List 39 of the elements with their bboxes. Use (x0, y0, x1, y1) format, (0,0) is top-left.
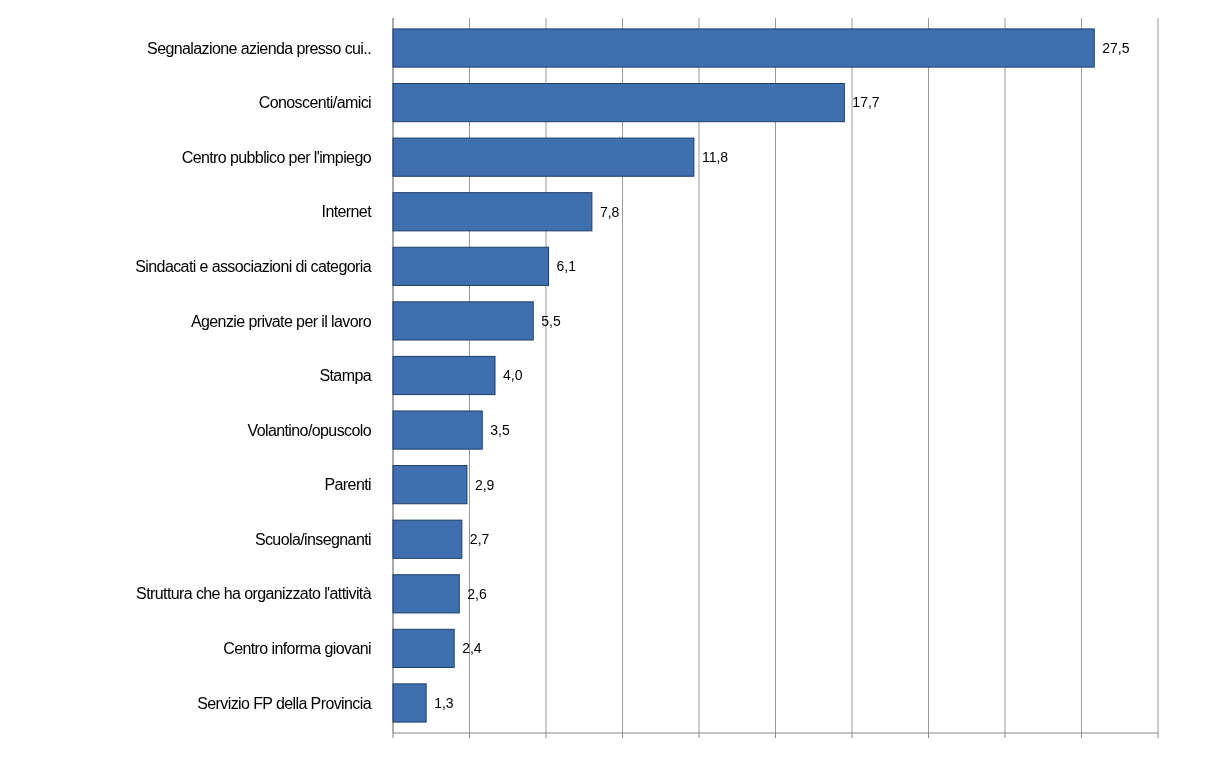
y-tick-label: Sindacati e associazioni di categoria (135, 257, 372, 275)
y-tick-label: Segnalazione azienda presso cui.. (147, 39, 371, 57)
y-tick-label: Stampa (319, 367, 372, 385)
bar (392, 355, 496, 396)
data-label: 2,6 (467, 585, 487, 602)
bar (392, 574, 460, 614)
bar (392, 628, 455, 668)
bar (392, 137, 695, 177)
y-tick-label: Conoscenti/amici (258, 94, 372, 112)
y-tick-label: Centro pubblico per l'impiego (181, 148, 372, 166)
data-label: 4,0 (503, 367, 523, 384)
data-label: 17,7 (852, 94, 880, 111)
y-tick-label: Servizio FP della Provincia (197, 694, 372, 712)
bar (392, 683, 427, 723)
y-tick-label: Scuola/insegnanti (254, 530, 372, 548)
y-tick-label: Struttura che ha organizzato l'attività (136, 585, 372, 603)
y-tick-label: Parenti (324, 476, 372, 494)
y-tick-label: Agenzie private per il lavoro (190, 312, 372, 330)
bar (392, 246, 550, 286)
data-label: 2,4 (462, 640, 482, 657)
data-label: 5,5 (541, 312, 561, 329)
data-label: 3,5 (490, 421, 510, 438)
y-tick-label: Internet (321, 203, 373, 221)
data-label: 2,9 (474, 476, 495, 493)
data-label: 1,3 (434, 694, 454, 711)
bar (392, 301, 534, 341)
data-label: 27,5 (1102, 39, 1130, 56)
y-tick-label: Centro informa giovani (223, 640, 372, 657)
bar (392, 410, 483, 450)
data-label: 6,1 (556, 258, 577, 275)
y-tick-label: Volantino/opuscolo (247, 421, 372, 439)
bar (392, 465, 468, 505)
bar (392, 83, 845, 123)
bar (392, 28, 1095, 68)
data-label: 7,8 (599, 203, 620, 220)
data-label: 11,8 (701, 149, 729, 166)
bar (392, 519, 463, 559)
bar (392, 192, 593, 232)
data-label: 2,7 (469, 531, 490, 548)
